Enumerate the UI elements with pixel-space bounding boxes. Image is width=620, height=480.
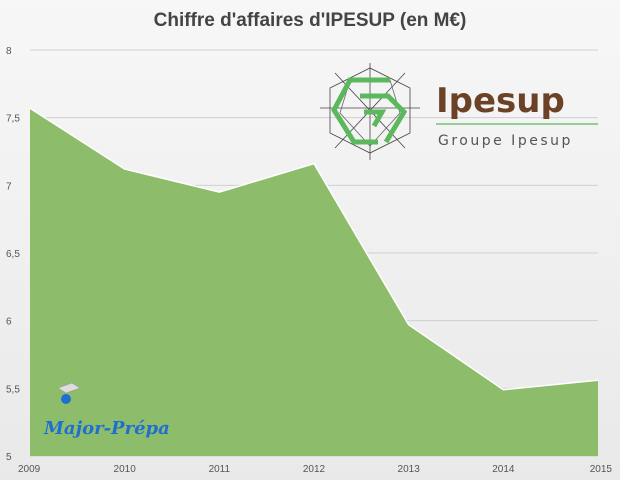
x-tick-label: 2009 (18, 464, 41, 475)
x-tick-label: 2013 (398, 464, 421, 475)
y-tick-label: 7,5 (6, 114, 20, 125)
revenue-area (30, 108, 598, 457)
x-tick-label: 2011 (209, 464, 231, 475)
x-tick-label: 2015 (590, 464, 613, 475)
x-tick-label: 2010 (114, 464, 137, 475)
x-tick-label: 2014 (492, 464, 515, 475)
major-prepa-watermark: Major-Prépa (43, 382, 170, 439)
revenue-line (29, 107, 599, 391)
y-tick-label: 7 (6, 181, 12, 192)
major-prepa-text: Major-Prépa (43, 418, 170, 439)
y-tick-label: 6,5 (6, 249, 20, 260)
y-tick-label: 5 (6, 452, 12, 463)
x-axis-labels: 2009 2010 2011 2012 2013 2014 2015 (18, 464, 612, 475)
ipesup-chevron-icon (331, 77, 408, 145)
x-tick-label: 2012 (303, 464, 326, 475)
ipesup-logo: Ipesup Groupe Ipesup (320, 63, 598, 160)
y-tick-label: 8 (6, 46, 12, 57)
chart-title: Chiffre d'affaires d'IPESUP (en M€) (153, 10, 467, 31)
ipesup-logo-subtitle: Groupe Ipesup (438, 133, 573, 149)
y-tick-label: 5,5 (6, 384, 20, 395)
y-axis-labels: 5 5,5 6 6,5 7 7,5 8 (6, 46, 20, 463)
ipesup-logo-name: Ipesup (436, 81, 565, 121)
y-tick-label: 6 (6, 317, 12, 328)
graduation-cap-icon (57, 382, 81, 404)
